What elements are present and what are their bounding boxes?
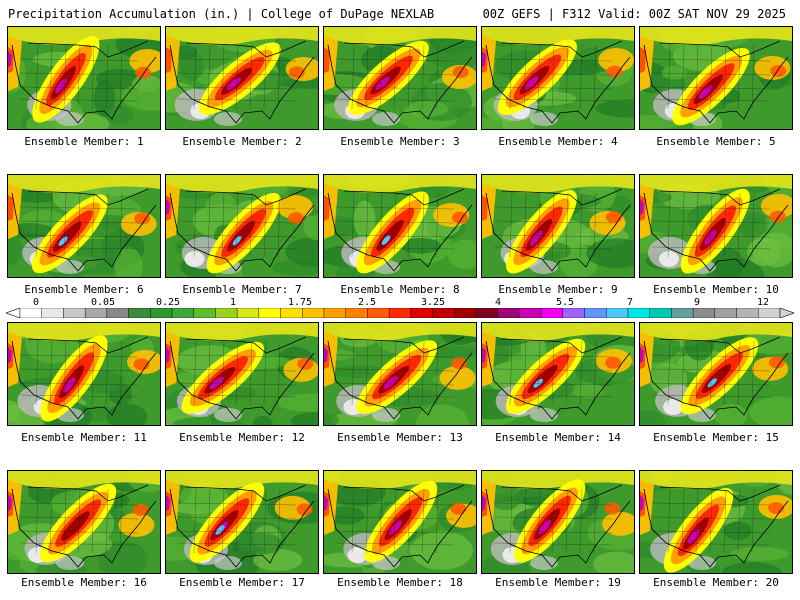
colorbar-swatch	[171, 308, 194, 318]
colorbar-swatch	[540, 308, 564, 318]
colorbar-swatch	[606, 308, 629, 318]
colorbar-left-arrow	[6, 308, 21, 318]
colorbar-swatch	[454, 308, 477, 318]
ensemble-member-label: Ensemble Member: 3	[340, 135, 460, 148]
colorbar-swatch	[432, 308, 455, 318]
colorbar-swatch	[627, 308, 650, 318]
colorbar-swatch	[497, 308, 520, 318]
colorbar-swatch	[106, 308, 129, 318]
ensemble-member-label: Ensemble Member: 11	[21, 431, 147, 444]
colorbar-swatch	[519, 308, 542, 318]
ensemble-member-label: Ensemble Member: 20	[653, 576, 779, 589]
ensemble-member-label: Ensemble Member: 6	[24, 283, 144, 296]
colorbar-swatch	[19, 308, 42, 318]
ensemble-map-panel	[7, 174, 161, 278]
colorbar-swatch	[41, 308, 64, 318]
colorbar-swatch	[736, 308, 759, 318]
colorbar-tick-label: 9	[693, 297, 701, 308]
colorbar-swatch	[475, 308, 498, 318]
ensemble-member-label: Ensemble Member: 5	[656, 135, 776, 148]
colorbar-tick-label: 3.25	[420, 297, 446, 308]
ensemble-map-panel	[639, 470, 793, 574]
colorbar-swatch	[367, 308, 390, 318]
ensemble-member-label: Ensemble Member: 18	[337, 576, 463, 589]
ensemble-map-panel	[323, 174, 477, 278]
ensemble-map-panel	[165, 26, 319, 130]
ensemble-member-label: Ensemble Member: 8	[340, 283, 460, 296]
ensemble-map-panel	[323, 470, 477, 574]
colorbar-swatch	[258, 308, 281, 318]
ensemble-member-label: Ensemble Member: 7	[182, 283, 302, 296]
ensemble-member-label: Ensemble Member: 12	[179, 431, 305, 444]
colorbar-tick-label: 1.75	[287, 297, 313, 308]
colorbar-swatch	[193, 308, 216, 318]
ensemble-map-panel	[165, 470, 319, 574]
colorbar-swatch	[323, 308, 346, 318]
colorbar-swatch	[302, 308, 325, 318]
ensemble-member-label: Ensemble Member: 15	[653, 431, 779, 444]
ensemble-member-label: Ensemble Member: 16	[21, 576, 147, 589]
colorbar-tick-label: 2.5	[357, 297, 377, 308]
colorbar-swatch	[692, 308, 716, 318]
ensemble-member-label: Ensemble Member: 2	[182, 135, 302, 148]
chart-title: Precipitation Accumulation (in.) | Colle…	[8, 7, 435, 21]
colorbar-swatch	[84, 308, 108, 318]
colorbar-tick-label: 0.25	[155, 297, 181, 308]
ensemble-map-panel	[481, 174, 635, 278]
ensemble-map-panel	[639, 26, 793, 130]
colorbar-swatch	[584, 308, 607, 318]
ensemble-map-panel	[165, 322, 319, 426]
colorbar-tick-label: 4	[494, 297, 502, 308]
ensemble-member-label: Ensemble Member: 17	[179, 576, 305, 589]
ensemble-map-panel	[481, 322, 635, 426]
ensemble-map-panel	[7, 26, 161, 130]
colorbar-swatch	[150, 308, 173, 318]
ensemble-member-label: Ensemble Member: 19	[495, 576, 621, 589]
colorbar-tick-label: 0.05	[90, 297, 116, 308]
colorbar-tick-label: 7	[626, 297, 634, 308]
ensemble-member-label: Ensemble Member: 4	[498, 135, 618, 148]
colorbar-swatch	[388, 308, 412, 318]
ensemble-map-panel	[7, 470, 161, 574]
ensemble-member-label: Ensemble Member: 10	[653, 283, 779, 296]
colorbar-swatch	[758, 308, 781, 318]
colorbar-swatch	[280, 308, 303, 318]
run-info: 00Z GEFS | F312 Valid: 00Z SAT NOV 29 20…	[482, 7, 786, 21]
colorbar-swatch	[649, 308, 672, 318]
ensemble-map-panel	[165, 174, 319, 278]
ensemble-map-panel	[7, 322, 161, 426]
colorbar-tick-label: 0	[32, 297, 40, 308]
ensemble-map-panel	[323, 26, 477, 130]
ensemble-map-panel	[639, 174, 793, 278]
colorbar-swatch	[671, 308, 694, 318]
colorbar-swatch	[345, 308, 368, 318]
ensemble-map-panel	[323, 322, 477, 426]
ensemble-map-panel	[481, 470, 635, 574]
colorbar-swatch	[236, 308, 260, 318]
colorbar-swatch	[63, 308, 86, 318]
colorbar-tick-label: 5.5	[555, 297, 575, 308]
colorbar-swatch	[215, 308, 238, 318]
colorbar	[6, 308, 794, 318]
ensemble-map-panel	[481, 26, 635, 130]
ensemble-member-label: Ensemble Member: 13	[337, 431, 463, 444]
ensemble-member-label: Ensemble Member: 1	[24, 135, 144, 148]
colorbar-right-arrow	[779, 308, 794, 318]
colorbar-swatch	[562, 308, 585, 318]
ensemble-member-label: Ensemble Member: 14	[495, 431, 621, 444]
colorbar-tick-label: 12	[756, 297, 770, 308]
colorbar-tick-label: 1	[229, 297, 237, 308]
colorbar-swatch	[714, 308, 737, 318]
colorbar-swatch	[128, 308, 151, 318]
ensemble-member-label: Ensemble Member: 9	[498, 283, 618, 296]
colorbar-swatch	[410, 308, 433, 318]
ensemble-map-panel	[639, 322, 793, 426]
